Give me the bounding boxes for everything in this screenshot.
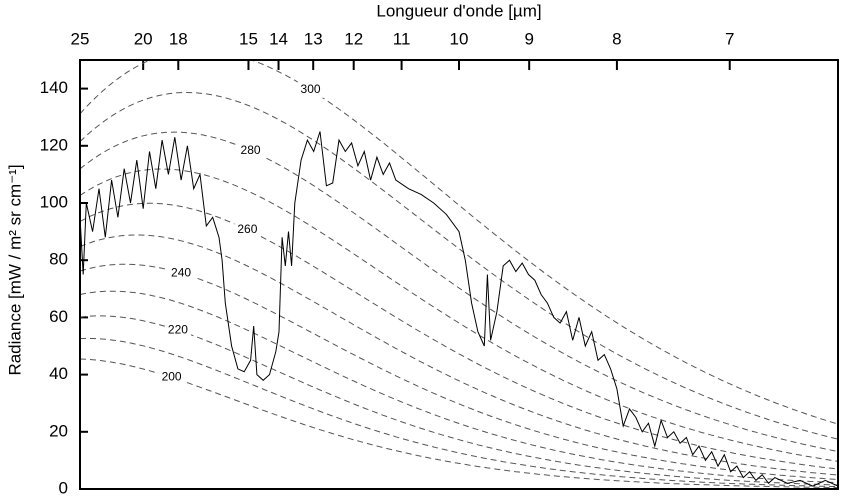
reference-curve (80, 234, 838, 476)
y-tick-label: 120 (40, 135, 68, 154)
reference-curve (80, 92, 838, 440)
x2-tick-label: 11 (393, 29, 411, 48)
curve-label: 300 (301, 82, 321, 96)
x2-tick-label: 12 (344, 29, 363, 48)
x2-tick-label: 20 (134, 29, 153, 48)
curve-label-bg (297, 81, 324, 98)
x2-tick-label: 8 (612, 29, 621, 48)
y-tick-label: 100 (40, 192, 68, 211)
spectrum-line (80, 131, 838, 487)
y-tick-label: 20 (49, 421, 68, 440)
y-tick-label: 40 (49, 364, 68, 383)
y-tick-label: 140 (40, 78, 68, 97)
y-tick-label: 80 (49, 250, 68, 269)
x2-tick-label: 25 (71, 29, 90, 48)
curve-label-bg (234, 221, 261, 238)
x2-tick-label: 13 (304, 29, 323, 48)
x2-tick-label: 18 (169, 29, 188, 48)
curve-label-bg (158, 369, 185, 386)
x2-tick-label: 9 (524, 29, 533, 48)
curve-label-bg (164, 322, 191, 339)
curve-label: 260 (237, 222, 257, 236)
x2-tick-label: 7 (725, 29, 734, 48)
curve-label-bg (237, 142, 264, 159)
curve-label: 200 (162, 370, 182, 384)
curve-label-bg (168, 265, 195, 282)
curve-label: 220 (168, 322, 188, 336)
reference-curve (80, 131, 838, 452)
reference-curve (80, 202, 838, 470)
x2-tick-label: 14 (269, 29, 288, 48)
y-tick-label: 0 (59, 478, 68, 497)
reference-curve (80, 290, 838, 484)
curve-label: 240 (171, 265, 191, 279)
y-tick-label: 60 (49, 307, 68, 326)
x2-tick-label: 10 (450, 29, 469, 48)
x2-axis-label: Longueur d'onde [µm] (376, 1, 541, 20)
reference-curve (80, 358, 838, 489)
curve-label: 280 (241, 143, 261, 157)
reference-curve (80, 263, 838, 480)
y-axis-label: Radiance [mW / m² sr cm⁻¹] (5, 164, 24, 375)
plot-frame (79, 59, 839, 490)
reference-curve (80, 337, 838, 488)
reference-curve (80, 168, 838, 462)
x2-tick-label: 15 (239, 29, 258, 48)
reference-curve (80, 60, 838, 425)
reference-curve (80, 315, 838, 486)
